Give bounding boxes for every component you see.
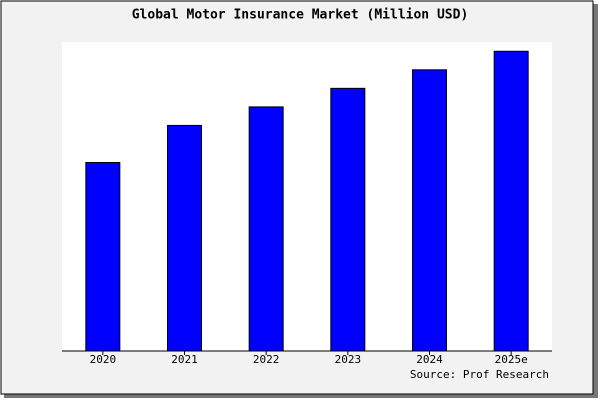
bar (330, 87, 366, 352)
bar (493, 50, 529, 352)
bar (248, 106, 284, 352)
x-tick-label: 2024 (416, 353, 443, 366)
source: Source: Prof Research (410, 368, 549, 381)
x-tick-label: 2022 (253, 353, 280, 366)
chart-title: Global Motor Insurance Market (Million U… (132, 8, 469, 23)
bar (85, 162, 121, 352)
x-tick-label: 2025e (495, 353, 528, 366)
x-tick-label: 2021 (171, 353, 198, 366)
bar (167, 124, 202, 352)
x-tick-label: 2020 (90, 353, 117, 366)
x-tick-label: 2023 (335, 353, 362, 366)
bar (412, 69, 447, 352)
plot-area (62, 42, 552, 351)
